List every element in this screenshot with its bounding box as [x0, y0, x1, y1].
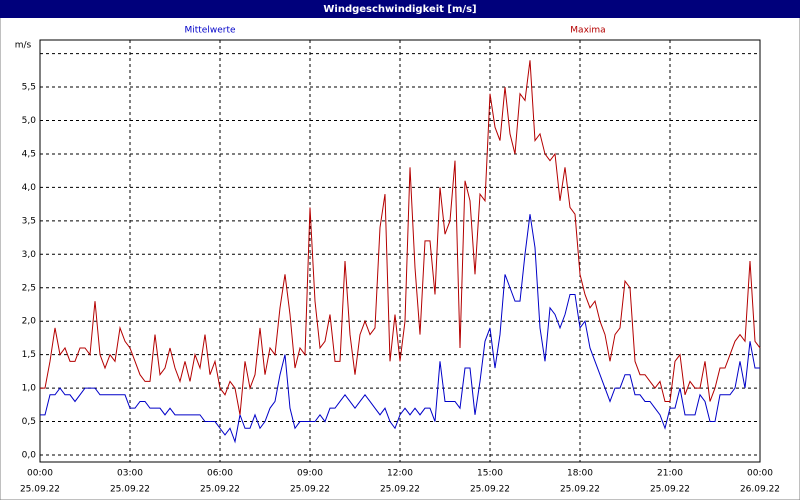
legend-entry: Maxima	[570, 26, 605, 36]
x-tick-label: 18:00	[567, 469, 593, 479]
x-tick-label: 09:00	[297, 469, 323, 479]
y-tick-label: 2,0	[22, 317, 37, 327]
y-tick-label: 1,5	[22, 350, 36, 360]
y-tick-label: 4,5	[22, 149, 36, 159]
x-tick-label: 06:00	[207, 469, 233, 479]
x-tick-date: 25.09.22	[380, 485, 420, 495]
x-tick-date: 25.09.22	[110, 485, 150, 495]
x-tick-date: 25.09.22	[200, 485, 240, 495]
legend-entry: Mittelwerte	[184, 26, 235, 36]
y-tick-label: 3,5	[22, 216, 36, 226]
y-axis-label: m/s	[15, 41, 32, 51]
chart-title: Windgeschwindigkeit [m/s]	[323, 4, 476, 15]
series-line	[40, 214, 760, 444]
y-tick-label: 4,0	[22, 183, 37, 193]
y-tick-label: 5,0	[22, 116, 37, 126]
y-tick-label: 0,5	[22, 417, 36, 427]
x-tick-label: 15:00	[477, 469, 503, 479]
y-tick-label: 3,0	[22, 250, 37, 260]
x-tick-date: 25.09.22	[290, 485, 330, 495]
x-tick-label: 00:00	[747, 469, 773, 479]
x-tick-label: 03:00	[117, 469, 143, 479]
x-tick-label: 00:00	[27, 469, 53, 479]
x-tick-date: 25.09.22	[650, 485, 690, 495]
y-tick-label: 1,0	[22, 384, 37, 394]
x-tick-label: 21:00	[657, 469, 683, 479]
series-line	[40, 60, 761, 415]
title-bar	[0, 0, 800, 18]
x-tick-date: 25.09.22	[560, 485, 600, 495]
x-tick-label: 12:00	[387, 469, 413, 479]
x-tick-date: 25.09.22	[470, 485, 510, 495]
y-tick-label: 2,5	[22, 283, 36, 293]
y-tick-label: 5,5	[22, 83, 36, 93]
y-tick-label: 0,0	[22, 451, 37, 461]
x-tick-date: 26.09.22	[740, 485, 780, 495]
x-tick-date: 25.09.22	[20, 485, 60, 495]
